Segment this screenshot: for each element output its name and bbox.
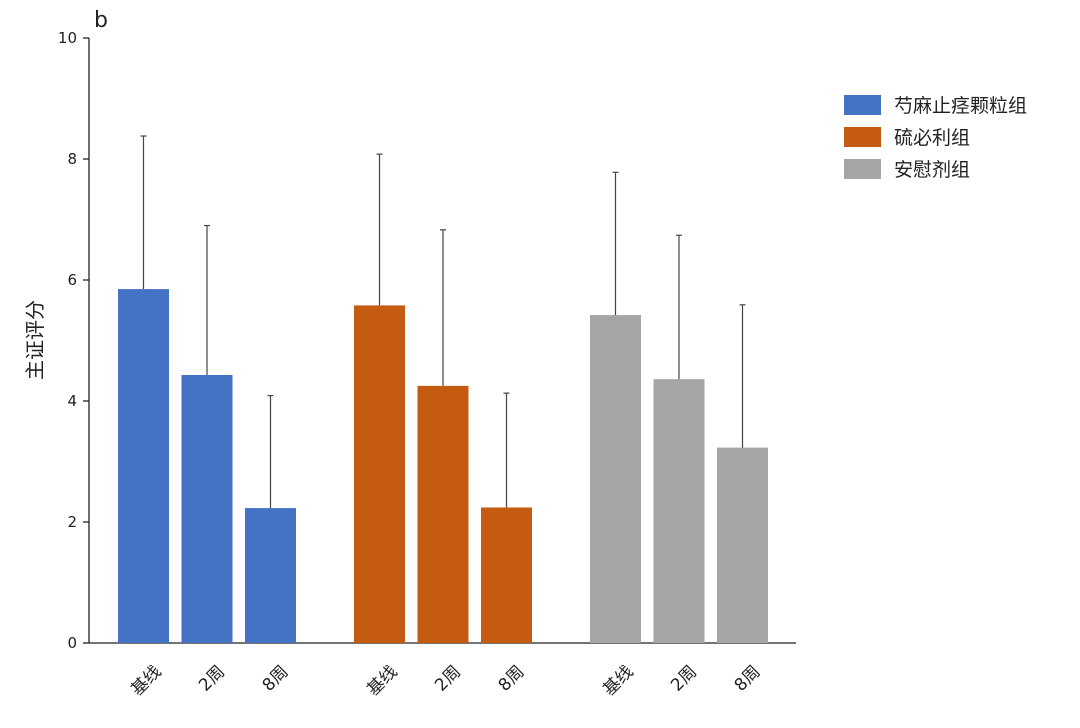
x-tick-labels: 基线 2周 8周 基线 2周 8周 基线 2周 8周 [127, 662, 764, 700]
legend-swatch [844, 127, 881, 147]
panel-label: b [94, 8, 108, 33]
x-tick-label: 2周 [431, 662, 465, 696]
legend-label: 硫必利组 [894, 127, 970, 149]
y-tick-label: 2 [67, 513, 77, 531]
bar [354, 305, 405, 643]
y-tick-label: 6 [67, 271, 77, 289]
legend-label: 安慰剂组 [894, 159, 970, 181]
bar [717, 447, 768, 643]
legend-label: 芍麻止痉颗粒组 [894, 95, 1027, 117]
y-tick-label: 0 [67, 634, 77, 652]
bar [481, 507, 532, 643]
y-tick-label: 10 [58, 29, 77, 47]
x-tick-label: 8周 [259, 662, 293, 696]
bar [245, 508, 296, 643]
legend-swatch [844, 95, 881, 115]
bars [118, 135, 768, 643]
legend-swatch [844, 159, 881, 179]
y-tick-label: 8 [67, 150, 77, 168]
x-tick-label: 基线 [127, 662, 165, 700]
bar [118, 289, 169, 643]
bar [181, 374, 233, 643]
x-tick-label: 8周 [495, 662, 529, 696]
bar [417, 385, 469, 643]
y-tick-label: 4 [67, 392, 77, 410]
bar [653, 379, 705, 643]
y-axis-label: 主证评分 [23, 300, 47, 380]
x-tick-label: 2周 [667, 662, 701, 696]
x-tick-label: 基线 [599, 662, 637, 700]
x-tick-label: 2周 [195, 662, 229, 696]
bar [590, 315, 641, 643]
x-tick-label: 8周 [731, 662, 765, 696]
x-tick-label: 基线 [363, 662, 401, 700]
